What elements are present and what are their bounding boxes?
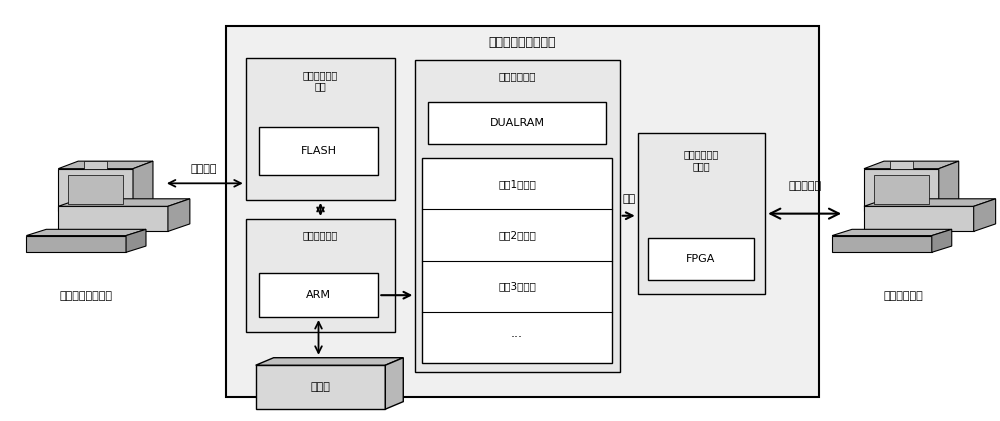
Text: 电脉冲信号产
生模块: 电脉冲信号产 生模块 bbox=[684, 149, 719, 171]
Bar bbox=[259, 273, 378, 317]
Text: 成分3随机数: 成分3随机数 bbox=[498, 281, 536, 291]
Text: 合成: 合成 bbox=[622, 194, 635, 204]
Bar bbox=[58, 206, 168, 232]
Text: 成分1随机数: 成分1随机数 bbox=[498, 179, 536, 189]
Text: ···: ··· bbox=[511, 331, 523, 344]
Text: 信号处理模块: 信号处理模块 bbox=[303, 231, 338, 240]
Polygon shape bbox=[84, 161, 107, 169]
Text: 触摸屏: 触摸屏 bbox=[311, 382, 330, 392]
Bar bbox=[638, 133, 765, 294]
Polygon shape bbox=[26, 229, 146, 236]
Polygon shape bbox=[133, 161, 153, 210]
Polygon shape bbox=[385, 358, 403, 409]
Text: 电脉冲信号: 电脉冲信号 bbox=[788, 181, 821, 192]
Bar bbox=[256, 365, 385, 409]
Bar bbox=[874, 175, 929, 204]
Bar bbox=[864, 169, 939, 210]
Bar bbox=[259, 127, 378, 175]
Text: 信号接收存储
模块: 信号接收存储 模块 bbox=[303, 70, 338, 92]
Bar bbox=[226, 27, 819, 397]
Text: 信号参数生成单元: 信号参数生成单元 bbox=[60, 291, 113, 301]
Bar bbox=[428, 102, 606, 144]
Text: 信号接收单元: 信号接收单元 bbox=[884, 291, 924, 301]
Bar bbox=[415, 60, 620, 371]
Bar bbox=[246, 219, 395, 332]
Text: 数据合成模块: 数据合成模块 bbox=[499, 71, 536, 81]
Polygon shape bbox=[58, 161, 153, 169]
Bar bbox=[864, 206, 974, 232]
Text: DUALRAM: DUALRAM bbox=[489, 118, 544, 128]
Bar bbox=[246, 58, 395, 200]
Text: 成分2随机数: 成分2随机数 bbox=[498, 230, 536, 240]
Text: ARM: ARM bbox=[306, 290, 331, 300]
Bar bbox=[648, 238, 754, 280]
Text: FLASH: FLASH bbox=[301, 146, 337, 156]
Polygon shape bbox=[864, 161, 959, 169]
Polygon shape bbox=[58, 199, 190, 206]
Polygon shape bbox=[864, 199, 996, 206]
Text: 拟合系数: 拟合系数 bbox=[191, 164, 217, 174]
Polygon shape bbox=[939, 161, 959, 210]
Bar bbox=[58, 169, 133, 210]
Polygon shape bbox=[256, 358, 403, 365]
Text: 信号接收及处理单元: 信号接收及处理单元 bbox=[489, 36, 556, 49]
Bar bbox=[26, 236, 126, 252]
Polygon shape bbox=[168, 199, 190, 232]
Bar bbox=[68, 175, 123, 204]
Text: FPGA: FPGA bbox=[686, 253, 716, 264]
Polygon shape bbox=[832, 229, 952, 236]
Polygon shape bbox=[890, 161, 913, 169]
Polygon shape bbox=[932, 229, 952, 252]
Bar bbox=[422, 158, 612, 363]
Polygon shape bbox=[974, 199, 996, 232]
Polygon shape bbox=[126, 229, 146, 252]
Bar bbox=[832, 236, 932, 252]
